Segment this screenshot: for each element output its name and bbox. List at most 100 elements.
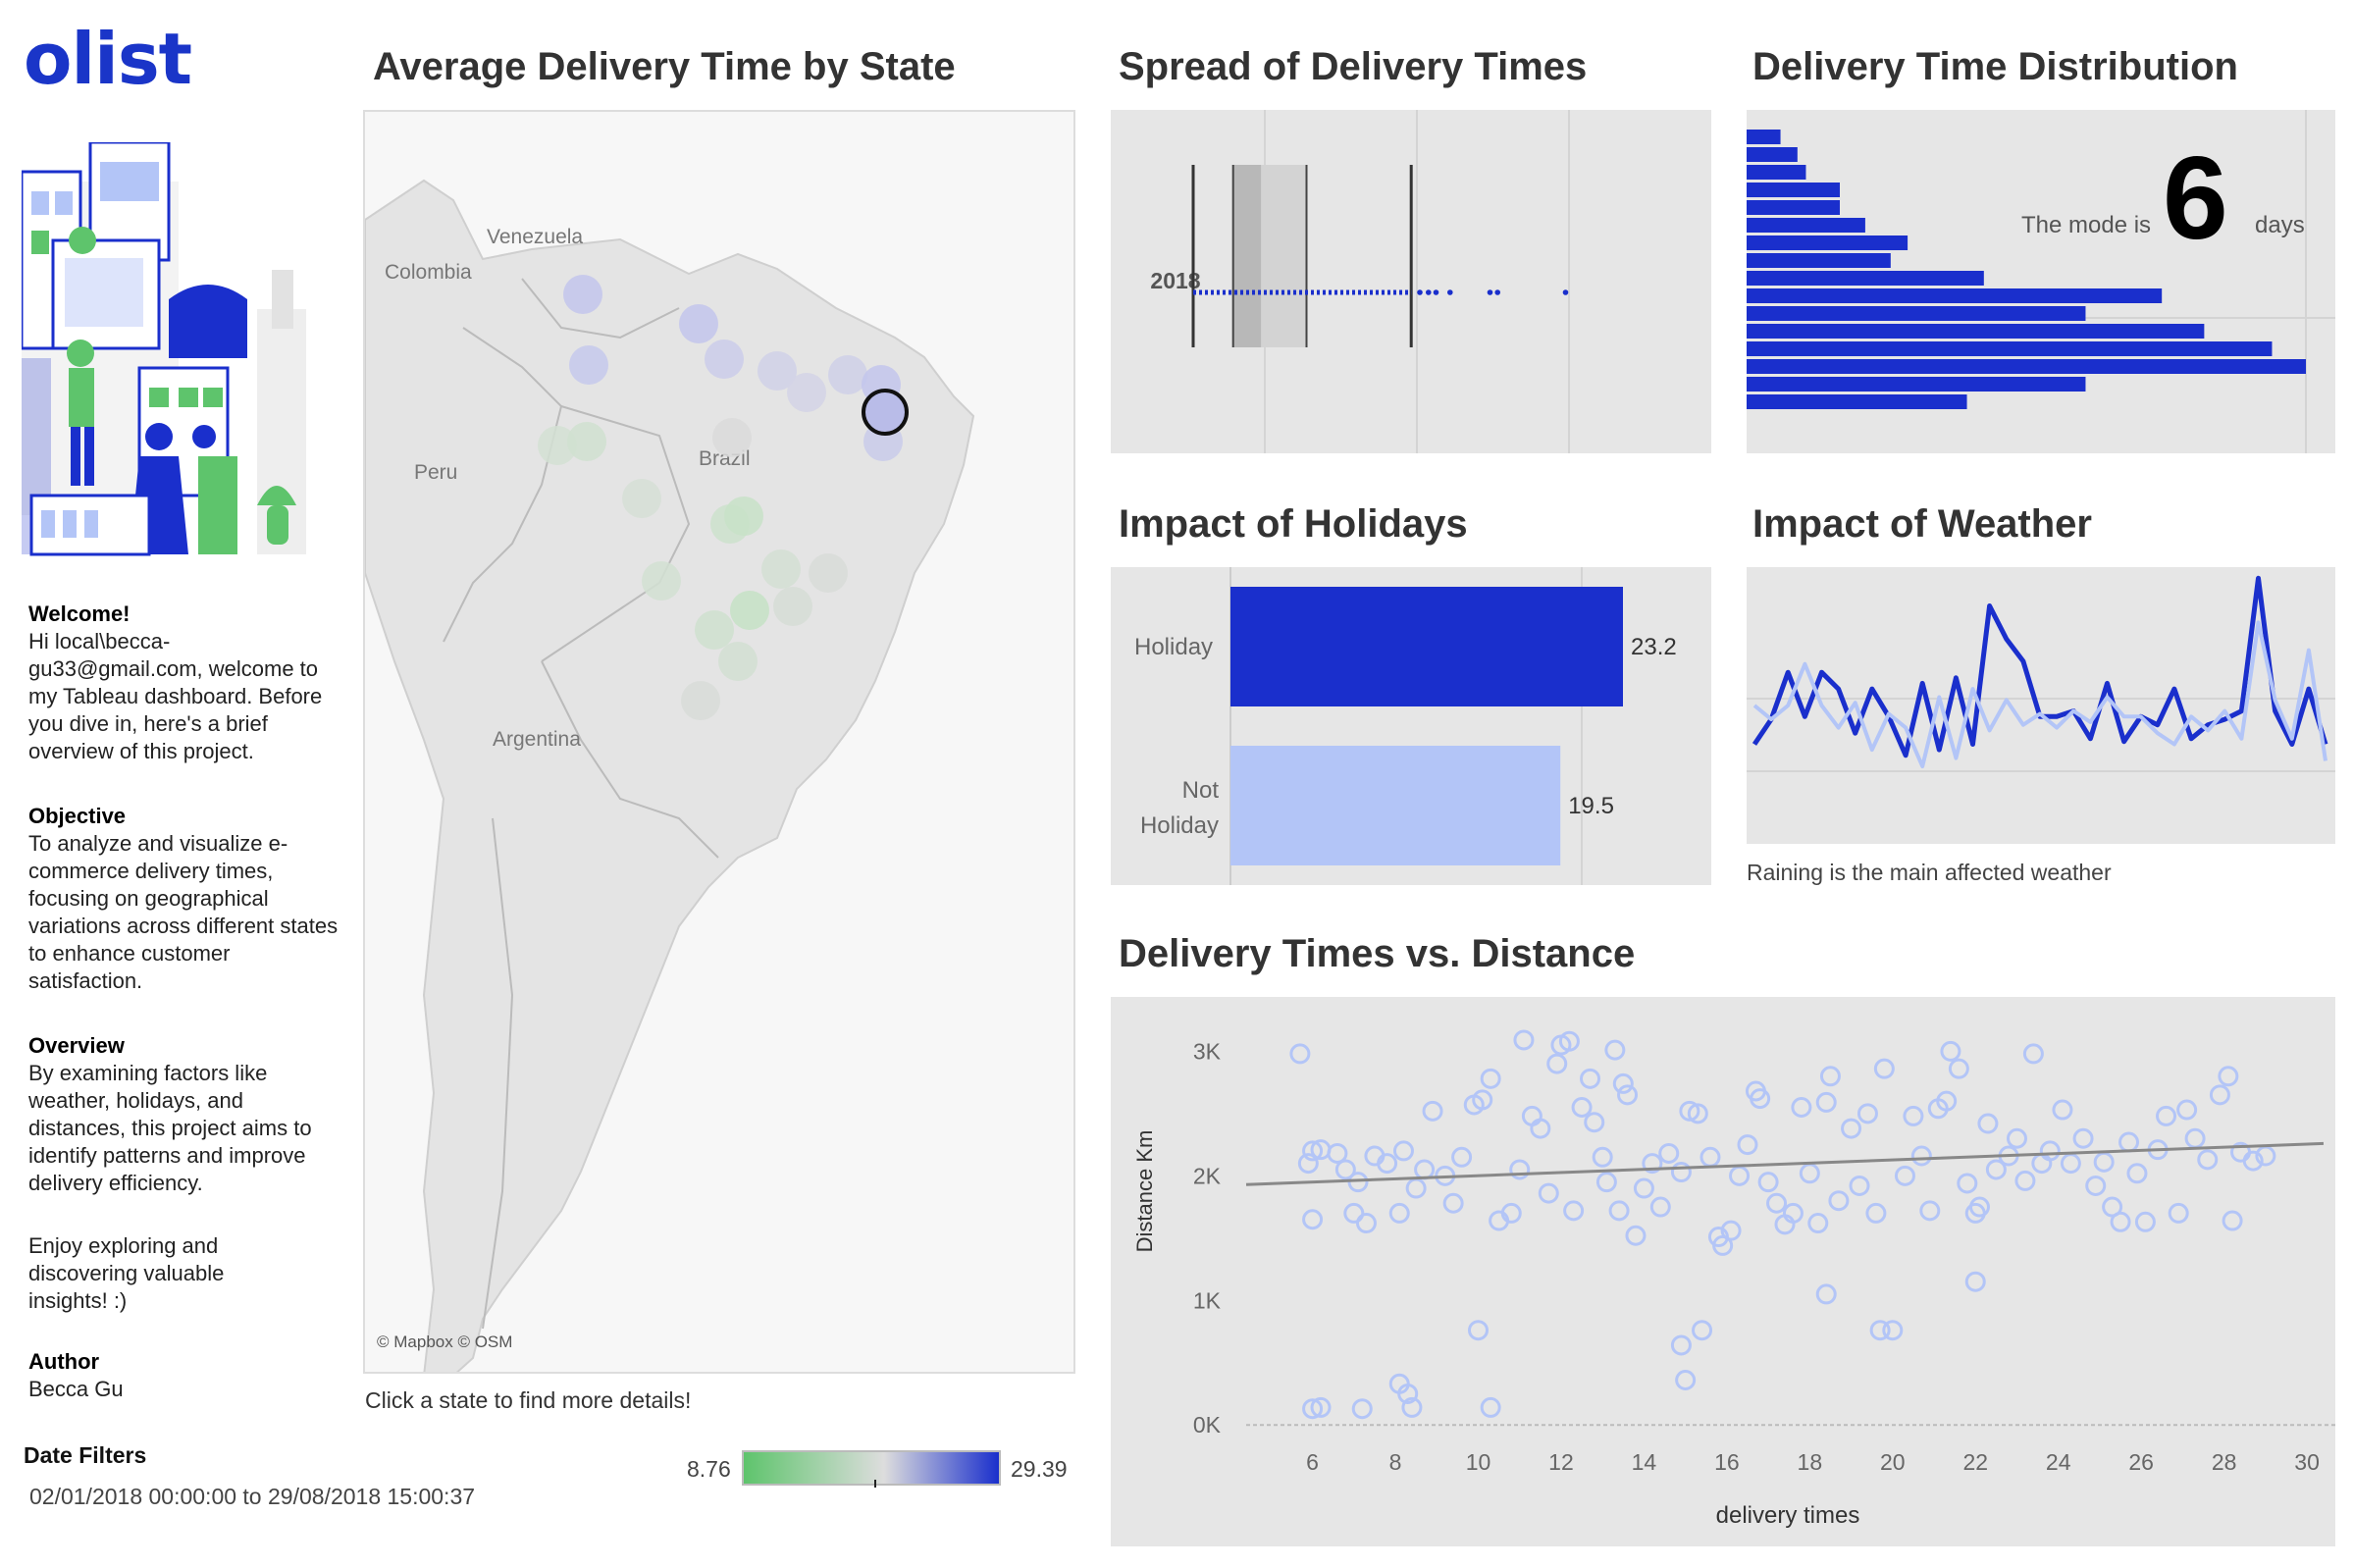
scatter-point [1377,1153,1398,1175]
scatter-point [1451,1146,1473,1168]
distribution-bar [1747,200,1840,215]
author-section: Author Becca Gu [28,1348,342,1403]
distribution-panel[interactable]: The mode is 6 days [1747,110,2335,453]
distribution-bar [1747,130,1781,144]
holiday-label: Holiday [1134,634,1214,660]
state-marker [712,418,752,457]
holiday-bar [1230,587,1623,706]
scatter-point [1500,1202,1522,1224]
distribution-title: Delivery Time Distribution [1752,45,2238,88]
box-plot[interactable]: 2018 [1111,110,1711,453]
scatter-point [2039,1140,2061,1162]
scatter-point [1873,1058,1895,1079]
mode-prefix: The mode is [2021,212,2152,238]
scatter-point [1592,1146,1613,1168]
scatter-point [1692,1320,1713,1341]
scatter-point [1699,1146,1721,1168]
distribution-bar [1747,271,1984,286]
scatter-point [1903,1105,1924,1126]
state-marker [679,304,718,343]
scatter-point [2052,1099,2073,1121]
scatter-point [2072,1127,2094,1149]
scatter-point [2110,1211,2131,1232]
state-marker [563,275,602,314]
scatter-point [1302,1140,1324,1162]
scatter-point [1509,1159,1531,1180]
scatter-point [1977,1113,1999,1134]
objective-section: Objective To analyze and visualize e-com… [28,803,342,995]
scatter-point [1799,1163,1820,1184]
scatter-point [2156,1105,2177,1126]
scatter-point [2118,1131,2140,1153]
scatter-point [2031,1153,2053,1175]
scatter-xtick: 28 [2212,1449,2237,1475]
scatter-ylabel: Distance Km [1132,1130,1157,1253]
scatter-point [2014,1170,2036,1191]
state-marker [718,642,758,681]
scatter-point [1289,1043,1311,1065]
legend-max: 29.39 [1011,1456,1068,1482]
scatter-point [1919,1200,1941,1222]
scatter-ytick: 1K [1193,1287,1222,1313]
holidays-chart[interactable]: 23.2 19.5 [1111,567,1711,885]
weather-chart[interactable] [1747,567,2335,844]
scatter-point [2222,1210,2243,1231]
scatter-point [1584,1112,1605,1133]
scatter-point [1658,1142,1680,1164]
scatter-point [1422,1100,1443,1122]
box-lower [1232,165,1262,347]
state-map[interactable]: Venezuela Colombia Peru Brazil Argentina… [363,110,1075,1374]
box-outlier [1487,289,1493,295]
scatter-point [1782,1202,1804,1224]
state-markers[interactable] [365,112,1075,1374]
scatter-point [1968,1196,1990,1218]
scatter-chart[interactable]: Distance Km delivery times 0K 1K 2K 3K 6 8 10 1… [1111,997,2335,1546]
state-marker [809,553,848,593]
scatter-point [1347,1172,1369,1193]
scatter-point [1442,1192,1464,1214]
distribution-bar [1747,253,1891,268]
scatter-point [1608,1200,1630,1222]
scatter-point [1625,1225,1647,1246]
trend-line [1245,1141,2325,1186]
color-legend[interactable] [742,1450,1001,1488]
date-filter-heading: Date Filters [24,1442,147,1468]
scatter-point [1964,1271,1986,1292]
scatter-point [2242,1150,2264,1172]
scatter-point [1351,1398,1373,1420]
city-illustration [22,142,336,564]
scatter-point [1405,1177,1427,1199]
scatter-point [1869,1320,1891,1341]
scatter-point [1604,1039,1626,1061]
distribution-chart[interactable] [1747,110,2335,453]
scatter-point [2197,1149,2219,1171]
map-hint: Click a state to find more details! [365,1387,692,1413]
scatter-point [1675,1369,1697,1390]
holidays-panel[interactable]: 23.2 19.5 Holiday Not Holiday [1111,567,1711,885]
label-argentina: Argentina [493,728,581,751]
scatter-point [1807,1213,1829,1234]
spread-panel[interactable]: 2018 [1111,110,1711,453]
scatter-point [1558,1030,1580,1052]
distribution-bar [1747,183,1840,197]
scatter-point [1472,1089,1493,1111]
scatter-point [1642,1153,1663,1175]
date-filter-value[interactable]: 02/01/2018 00:00:00 to 29/08/2018 15:00:… [29,1484,476,1509]
scatter-xtick: 8 [1389,1449,1402,1475]
state-marker [758,351,797,391]
scatter-point [1334,1159,1356,1180]
weather-panel[interactable] [1747,567,2335,844]
weather-line-dark [1752,575,2328,758]
author-name: Becca Gu [28,1377,124,1401]
scatter-point [1720,1220,1742,1241]
scatter-point [1310,1396,1332,1418]
holiday-value-label: 23.2 [1631,634,1677,660]
scatter-point [1766,1192,1788,1214]
state-marker [730,591,769,630]
scatter-xtick: 14 [1632,1449,1657,1475]
scatter-point [1401,1396,1423,1418]
continent-shape [365,179,975,1372]
scatter-point [1815,1283,1837,1305]
scatter-panel[interactable]: Distance Km delivery times 0K 1K 2K 3K 6 8 10 1… [1111,997,2335,1546]
scatter-xtick: 6 [1306,1449,1319,1475]
